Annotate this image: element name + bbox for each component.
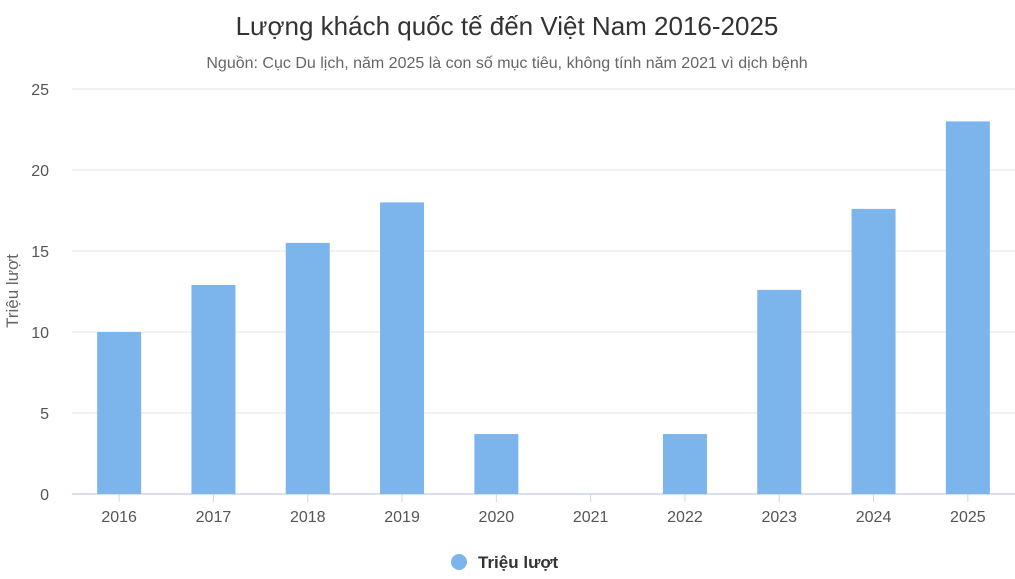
y-tick-label: 20 [31, 163, 49, 180]
bar-2020[interactable] [474, 434, 519, 494]
x-tick-label: 2023 [761, 509, 797, 526]
bar-2017[interactable] [191, 285, 236, 494]
y-tick-label: 5 [40, 406, 49, 423]
chart-title: Lượng khách quốc tế đến Việt Nam 2016-20… [236, 11, 779, 41]
bars [97, 121, 990, 495]
x-tick-label: 2021 [573, 509, 609, 526]
x-tick-label: 2020 [479, 509, 515, 526]
legend[interactable]: Triệu lượt [451, 553, 558, 572]
chart-subtitle: Nguồn: Cục Du lịch, năm 2025 là con số m… [206, 55, 807, 72]
bar-2018[interactable] [285, 242, 330, 494]
y-tick-label: 10 [31, 325, 49, 342]
legend-label[interactable]: Triệu lượt [478, 553, 558, 572]
x-tick-label: 2022 [667, 509, 703, 526]
bar-2024[interactable] [851, 208, 896, 494]
y-tick-label: 25 [31, 82, 49, 99]
x-tick-label: 2017 [196, 509, 232, 526]
x-tick-label: 2025 [950, 509, 986, 526]
legend-swatch[interactable] [451, 554, 467, 570]
y-tick-label: 0 [40, 487, 49, 504]
y-axis-ticks: 0 5 10 15 20 25 [31, 82, 49, 504]
x-tick-label: 2016 [101, 509, 137, 526]
bar-2025[interactable] [945, 121, 990, 495]
y-tick-label: 15 [31, 244, 49, 261]
bar-2023[interactable] [757, 289, 802, 494]
y-axis-title: Triệu lượt [3, 254, 22, 328]
bar-2019[interactable] [380, 202, 425, 494]
x-tick-label: 2018 [290, 509, 326, 526]
bar-2016[interactable] [97, 332, 142, 494]
x-tick-label: 2024 [856, 509, 892, 526]
x-tick-label: 2019 [384, 509, 420, 526]
x-axis-ticks: 2016 2017 2018 2019 2020 2021 2022 2023 2024 2025 [101, 494, 986, 526]
bar-2022[interactable] [662, 434, 707, 494]
